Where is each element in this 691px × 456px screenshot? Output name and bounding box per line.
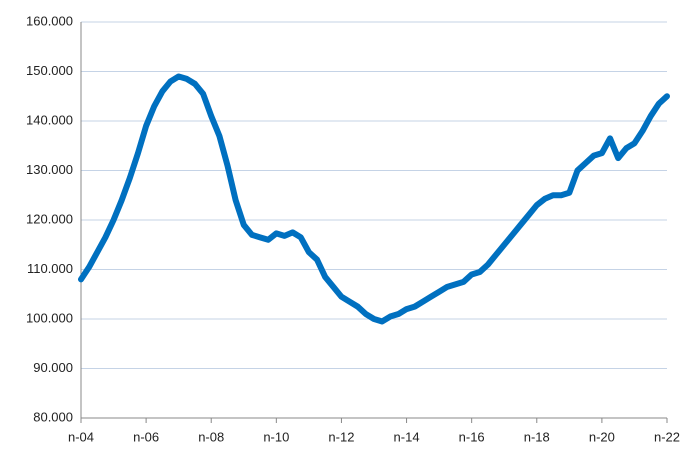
x-tick-label: n-06	[133, 429, 159, 444]
x-tick-label: n-18	[524, 429, 550, 444]
x-tick-label: n-14	[394, 429, 420, 444]
y-tick-label: 140.000	[26, 112, 73, 127]
y-tick-label: 150.000	[26, 63, 73, 78]
y-tick-label: 90.000	[33, 360, 73, 375]
x-tick-label: n-16	[459, 429, 485, 444]
x-tick-label: n-20	[589, 429, 615, 444]
y-tick-label: 110.000	[27, 261, 73, 276]
x-tick-label: n-22	[654, 429, 680, 444]
x-tick-label: n-12	[328, 429, 354, 444]
line	[78, 73, 670, 325]
y-tick-label: 130.000	[26, 162, 73, 177]
x-tick-label: n-04	[68, 429, 94, 444]
y-tick-label: 120.000	[26, 211, 73, 226]
x-tick-label: n-08	[198, 429, 224, 444]
y-tick-label: 100.000	[26, 310, 73, 325]
y-tick-label: 160.000	[26, 13, 73, 28]
x-tick-label: n-10	[263, 429, 289, 444]
y-tick-label: 80.000	[33, 409, 73, 424]
